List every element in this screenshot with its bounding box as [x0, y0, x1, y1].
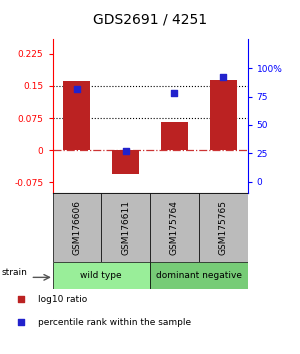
- Text: GSM175765: GSM175765: [219, 200, 228, 255]
- Text: GSM175764: GSM175764: [170, 200, 179, 255]
- Bar: [101, 193, 150, 262]
- Text: dominant negative: dominant negative: [156, 271, 242, 280]
- Bar: [199, 193, 248, 262]
- Bar: [52, 262, 150, 289]
- Text: log10 ratio: log10 ratio: [38, 295, 87, 304]
- Point: [74, 86, 79, 92]
- Text: GDS2691 / 4251: GDS2691 / 4251: [93, 12, 207, 27]
- Bar: [210, 80, 236, 150]
- Bar: [150, 193, 199, 262]
- Point: [18, 296, 23, 302]
- Point: [221, 75, 226, 80]
- Bar: [112, 150, 139, 174]
- Text: strain: strain: [1, 268, 27, 277]
- Bar: [64, 81, 90, 150]
- Bar: [161, 122, 188, 150]
- Text: wild type: wild type: [80, 271, 122, 280]
- Point: [172, 91, 177, 96]
- Text: GSM176606: GSM176606: [72, 200, 81, 255]
- Point: [18, 319, 23, 325]
- Bar: [150, 262, 248, 289]
- Text: GSM176611: GSM176611: [121, 200, 130, 255]
- Bar: [52, 193, 101, 262]
- Text: percentile rank within the sample: percentile rank within the sample: [38, 318, 191, 326]
- Point: [123, 148, 128, 154]
